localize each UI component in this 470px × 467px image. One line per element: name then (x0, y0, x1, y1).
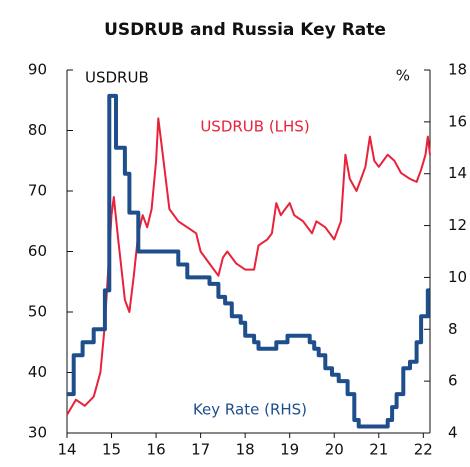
y2-tick-label: 16 (448, 112, 467, 130)
x-tick-label: 17 (191, 441, 210, 459)
y-tick-label: 70 (28, 182, 47, 200)
y2-tick-label: 6 (448, 372, 458, 390)
y2-tick-label: 4 (448, 424, 458, 442)
y2-tick-label: 14 (448, 164, 467, 182)
y2-tick-label: 12 (448, 216, 467, 234)
x-tick-label: 20 (325, 441, 344, 459)
y2-tick-label: 8 (448, 320, 458, 338)
x-tick-label: 14 (57, 441, 76, 459)
x-tick-label: 19 (280, 441, 299, 459)
series-line (67, 93, 430, 429)
legend-label: USDRUB (LHS) (200, 118, 309, 136)
y2-tick-label: 18 (448, 61, 467, 79)
chart-title: USDRUB and Russia Key Rate (104, 20, 386, 40)
y-tick-label: 90 (28, 61, 47, 79)
x-tick-label: 21 (369, 441, 388, 459)
x-tick-label: 15 (102, 441, 121, 459)
x-tick-label: 18 (236, 441, 255, 459)
x-tick-label: 22 (414, 441, 433, 459)
series-line (66, 117, 431, 416)
y-tick-label: 80 (28, 121, 47, 139)
y-axis-label: USDRUB (85, 69, 149, 87)
legend-label: Key Rate (RHS) (193, 401, 307, 419)
y-tick-label: 40 (28, 363, 47, 381)
y-tick-label: 60 (28, 242, 47, 260)
y-tick-label: 30 (28, 424, 47, 442)
y2-tick-label: 10 (448, 268, 467, 286)
y-tick-label: 50 (28, 303, 47, 321)
y2-axis-label: % (396, 67, 410, 85)
x-tick-label: 16 (147, 441, 166, 459)
